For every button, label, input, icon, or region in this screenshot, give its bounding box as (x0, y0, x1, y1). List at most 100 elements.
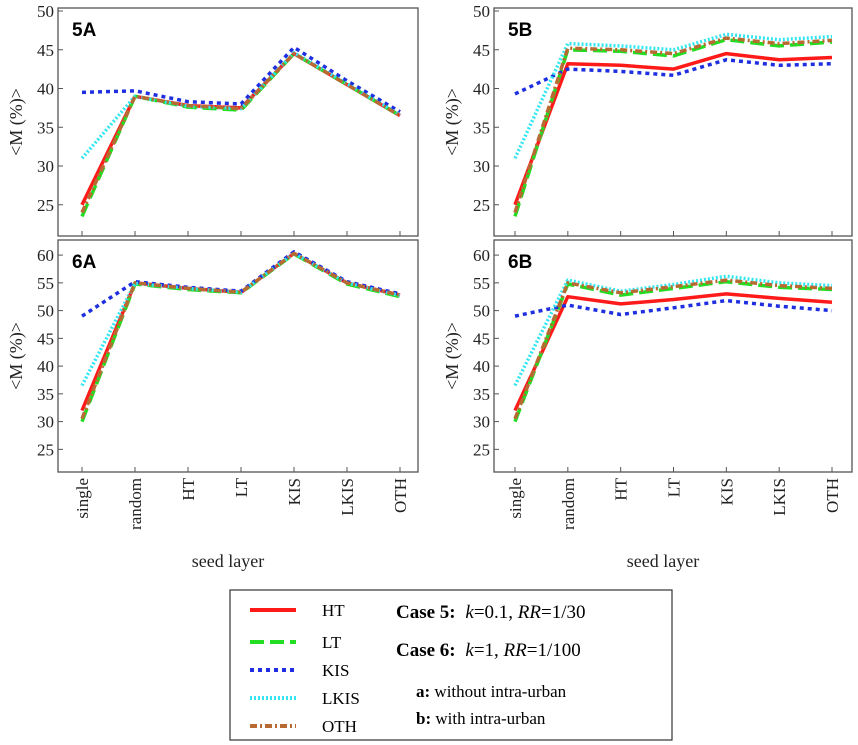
legend-note-b: b: with intra-urban (416, 709, 546, 728)
y-tick-label: 45 (473, 41, 490, 60)
legend-note-a: a: without intra-urban (416, 682, 567, 701)
chart-panel-6b: 25 30 35 40 45 50 55 60 single random HT LT KIS LKIS O… (442, 239, 853, 571)
y-tick-label: 35 (37, 385, 54, 404)
y-tick-label: 25 (37, 196, 54, 215)
legend-label-kis: KIS (322, 661, 349, 680)
y-tick-label: 30 (37, 157, 54, 176)
legend-items: HT LT KIS LKIS OTH (250, 601, 360, 736)
y-tick-label: 40 (473, 357, 490, 376)
chart-panel-5b: 25 30 35 40 45 50 <M (%)> 5B (442, 2, 853, 237)
case5-rr: RR (517, 602, 542, 623)
case5-k-value: =0.1, (474, 602, 518, 623)
panel-label: 6B (508, 252, 532, 273)
note-b-text: with intra-urban (431, 709, 546, 728)
x-tick-label: LT (232, 477, 251, 497)
series-line-lkis (513, 32, 833, 160)
y-tick-label: 35 (473, 118, 490, 137)
series-line-oth (513, 278, 833, 420)
y-tick-label: 40 (473, 80, 490, 99)
x-tick-label: single (506, 478, 525, 519)
x-tick-label: HT (612, 477, 631, 500)
x-tick-label: KIS (285, 478, 304, 505)
series-line-lkis (80, 251, 401, 387)
x-tick-label: OTH (823, 478, 842, 513)
case5-k: k (465, 602, 474, 623)
legend-case6: Case 6: k=1, RR=1/100 (396, 640, 581, 661)
legend-case5: Case 5: k=0.1, RR=1/30 (396, 602, 586, 623)
y-tick-label: 50 (473, 2, 490, 21)
case5-label: Case 5: (396, 602, 456, 623)
x-axis-label: seed layer (192, 551, 264, 571)
series-line-kis (514, 58, 833, 96)
y-tick-label: 60 (37, 246, 54, 265)
series-line-lt (513, 37, 833, 217)
panel-label: 5B (508, 20, 532, 41)
x-tick-label: random (126, 478, 145, 530)
panel-frame (57, 7, 419, 237)
legend-label-oth: OTH (322, 717, 357, 736)
legend-label-ht: HT (322, 601, 345, 620)
case5-rr-value: =1/30 (541, 602, 586, 623)
panel-label: 6A (72, 252, 97, 273)
y-axis-label: <M (%)> (6, 88, 27, 156)
y-tick-label: 30 (37, 413, 54, 432)
y-tick-label: 40 (37, 357, 54, 376)
x-tick-label: random (559, 478, 578, 530)
case6-k-value: =1, (474, 640, 504, 661)
y-axis-label: <M (%)> (442, 322, 463, 390)
case6-rr: RR (503, 640, 528, 661)
chart-panel-6a: 25 30 35 40 45 50 55 60 single random HT LT KIS LKIS O… (6, 239, 419, 571)
x-tick-label: LKIS (338, 478, 357, 516)
panel-frame (493, 239, 853, 473)
case6-label: Case 6: (396, 640, 456, 661)
series-line-oth (80, 251, 401, 420)
y-tick-label: 60 (473, 246, 490, 265)
case6-k: k (465, 640, 474, 661)
y-tick-label: 40 (37, 80, 54, 99)
y-tick-label: 55 (37, 274, 54, 293)
panels-layer: 25 30 35 40 45 50 <M (%)> 5A 25 30 35 40 45 50 <M (%)>… (6, 2, 853, 571)
y-tick-label: 50 (37, 2, 54, 21)
panel-label: 5A (72, 20, 97, 41)
note-b-label: b: (416, 709, 431, 728)
y-tick-label: 50 (37, 302, 54, 321)
y-tick-label: 50 (473, 302, 490, 321)
series-line-ht (513, 51, 833, 206)
y-tick-label: 35 (473, 385, 490, 404)
y-axis-label: <M (%)> (442, 88, 463, 156)
y-tick-label: 45 (37, 41, 54, 60)
legend-label-lkis: LKIS (322, 689, 360, 708)
note-a-label: a: (416, 682, 430, 701)
note-a-text: without intra-urban (430, 682, 566, 701)
y-tick-label: 30 (473, 157, 490, 176)
legend-frame (229, 589, 673, 741)
y-tick-label: 25 (473, 196, 490, 215)
panel-frame (57, 239, 419, 473)
y-tick-label: 35 (37, 118, 54, 137)
x-tick-label: OTH (391, 478, 410, 513)
x-tick-label: KIS (717, 478, 736, 505)
legend-label-lt: LT (322, 633, 342, 652)
series-line-oth (513, 36, 833, 214)
series-line-kis (514, 298, 833, 318)
y-axis-label: <M (%)> (6, 322, 27, 390)
x-tick-label: LKIS (770, 478, 789, 516)
y-tick-label: 55 (473, 274, 490, 293)
y-tick-label: 25 (473, 440, 490, 459)
x-tick-label: HT (179, 477, 198, 500)
y-tick-label: 45 (37, 329, 54, 348)
chart-panel-5a: 25 30 35 40 45 50 <M (%)> 5A (6, 2, 419, 237)
x-tick-label: single (73, 478, 92, 519)
y-tick-label: 25 (37, 440, 54, 459)
x-axis-label: seed layer (627, 551, 699, 571)
y-tick-label: 45 (473, 329, 490, 348)
series-line-ht (513, 292, 833, 412)
y-tick-label: 30 (473, 413, 490, 432)
case6-rr-value: =1/100 (527, 640, 581, 661)
x-tick-label: LT (665, 477, 684, 497)
series-line-lkis (513, 274, 833, 387)
series-line-kis (81, 45, 401, 114)
series-line-lkis (80, 51, 401, 160)
